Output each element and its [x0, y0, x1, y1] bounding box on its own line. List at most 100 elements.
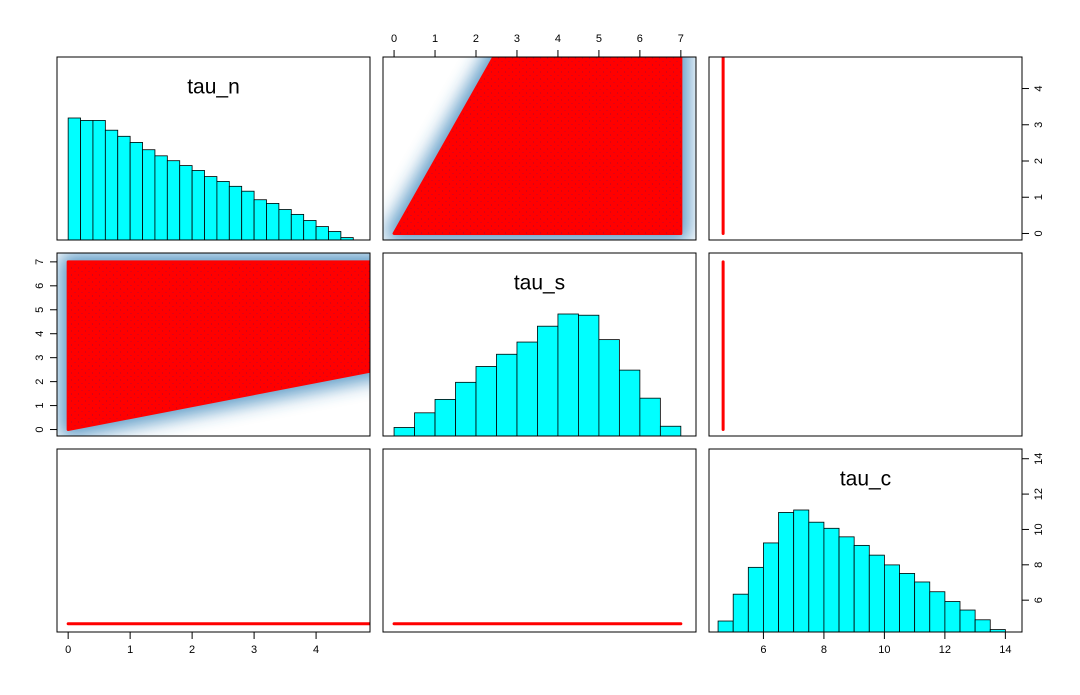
hist-bar — [166, 160, 181, 241]
hist-bar — [414, 412, 436, 437]
x-tick-label: 0 — [65, 644, 71, 656]
hist-bar — [315, 226, 329, 241]
y-tick-label: 3 — [34, 355, 46, 361]
y-tick-label: 14 — [1033, 453, 1045, 465]
hist-bar — [204, 176, 218, 241]
y-tick-label: 0 — [1033, 230, 1045, 236]
x-tick-label: 12 — [939, 644, 951, 656]
x-tick-label: 14 — [999, 644, 1011, 656]
hist-bar — [598, 339, 620, 437]
density-group — [385, 57, 690, 240]
variable-label: tau_n — [187, 76, 240, 99]
x-tick-label: 8 — [821, 644, 827, 656]
hist-bar — [191, 170, 205, 241]
variable-label: tau_s — [514, 272, 565, 295]
hist-bar — [974, 619, 991, 633]
panel — [708, 56, 1023, 241]
y-tick-label: 2 — [1033, 158, 1045, 164]
hist-bar — [732, 593, 749, 633]
hist-bar — [823, 527, 840, 633]
hist-bar — [763, 542, 779, 633]
x-tick-label: 1 — [127, 644, 133, 656]
hist-bar — [747, 566, 764, 633]
y-tick-label: 1 — [1033, 194, 1045, 200]
panel-border — [56, 252, 371, 437]
y-tick-label: 5 — [34, 307, 46, 313]
hist-bar — [853, 544, 870, 633]
y-tick-label: 4 — [34, 331, 46, 337]
hist-bar — [557, 313, 579, 437]
hist-bar — [228, 185, 243, 241]
hist-bar — [303, 220, 317, 241]
x-tick-label: 4 — [313, 644, 319, 656]
panel: tau_c — [708, 448, 1023, 633]
x-tick-label: 6 — [760, 644, 766, 656]
panel: tau_n — [56, 56, 371, 241]
hist-bar — [154, 155, 168, 241]
hist-bar — [475, 366, 497, 437]
panel-border — [382, 56, 697, 241]
y-tick-label: 7 — [34, 259, 46, 265]
hist-bar — [659, 425, 682, 437]
hist-bar — [216, 181, 230, 241]
hist-bar — [142, 149, 156, 241]
y-tick-label: 6 — [34, 283, 46, 289]
x-tick-label: 0 — [391, 33, 397, 45]
y-tick-label: 10 — [1033, 523, 1045, 535]
hist-bar — [914, 581, 931, 633]
hist-bar — [328, 231, 342, 241]
panel-border — [382, 252, 697, 437]
hist-bar — [868, 554, 885, 633]
hist-bar — [639, 397, 661, 437]
panel-border — [56, 448, 371, 633]
hist-bar — [393, 427, 415, 437]
x-tick-label: 5 — [596, 33, 602, 45]
hist-bar — [838, 536, 855, 633]
hist-bar — [717, 620, 734, 633]
panel-border — [708, 252, 1023, 437]
variable-label: tau_c — [840, 468, 891, 491]
x-tick-label: 7 — [678, 33, 684, 45]
x-tick-label: 4 — [555, 33, 561, 45]
panel — [382, 56, 697, 241]
x-tick-label: 3 — [514, 33, 520, 45]
panel-border — [708, 448, 1023, 633]
hist-bar — [179, 165, 193, 241]
hist-bar — [434, 398, 456, 437]
hist-bar — [793, 509, 810, 633]
hist-bar — [618, 369, 641, 437]
hist-bar — [290, 213, 305, 241]
hist-bar — [516, 341, 538, 437]
y-tick-label: 1 — [34, 403, 46, 409]
y-tick-label: 12 — [1033, 488, 1045, 500]
hist-bar — [578, 314, 600, 437]
hist-bar — [104, 129, 119, 241]
hist-bar — [778, 512, 795, 633]
hist-bar — [129, 141, 143, 241]
panel — [382, 448, 697, 633]
hist-bar — [929, 591, 946, 633]
panel — [56, 252, 371, 437]
panel: tau_s — [382, 252, 697, 437]
hist-bar — [884, 564, 900, 633]
panel-border — [382, 448, 697, 633]
hist-bar — [266, 202, 280, 241]
panel-border — [56, 56, 371, 241]
y-tick-label: 6 — [1033, 597, 1045, 603]
hist-bar — [899, 573, 916, 633]
panel — [56, 448, 371, 633]
hist-bar — [67, 117, 81, 241]
y-tick-label: 8 — [1033, 562, 1045, 568]
hist-bar — [808, 521, 825, 633]
point-speckle — [394, 57, 681, 234]
hist-bar — [944, 601, 961, 633]
hist-bar — [496, 353, 518, 437]
y-tick-label: 0 — [34, 426, 46, 432]
density-group — [59, 253, 370, 436]
x-tick-label: 10 — [878, 644, 890, 656]
y-tick-label: 2 — [34, 379, 46, 385]
panel — [708, 252, 1023, 437]
y-tick-label: 4 — [1033, 85, 1045, 91]
point-speckle — [68, 261, 370, 430]
